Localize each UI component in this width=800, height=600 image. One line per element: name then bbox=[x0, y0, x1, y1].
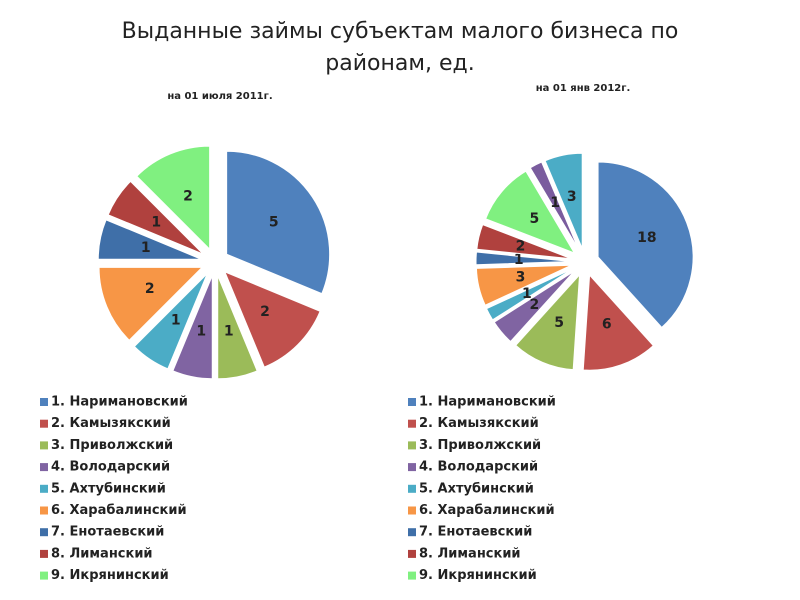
legend-label: 7. Енотаевский bbox=[419, 525, 532, 540]
legend-label: 2. Камызякский bbox=[419, 416, 539, 431]
chart-title: на 01 июля 2011г. bbox=[167, 91, 272, 102]
legend-label: 9. Икрянинский bbox=[419, 568, 537, 583]
legend-swatch bbox=[40, 528, 48, 537]
chart-title: на 01 янв 2012г. bbox=[536, 83, 631, 94]
pie-slice bbox=[485, 170, 576, 254]
legend-label: 6. Харабалинский bbox=[51, 503, 187, 518]
legend-label: 2. Камызякский bbox=[51, 416, 171, 431]
legend-swatch bbox=[40, 463, 48, 472]
legend-label: 9. Икрянинский bbox=[51, 568, 169, 583]
slice-label: 3 bbox=[516, 269, 526, 285]
pie-slice bbox=[98, 266, 204, 341]
slice-label: 5 bbox=[269, 215, 279, 231]
legend-swatch bbox=[408, 549, 416, 558]
slice-label: 1 bbox=[171, 313, 181, 329]
slice-label: 1 bbox=[151, 215, 161, 231]
pie-slice bbox=[475, 251, 572, 266]
legend-swatch bbox=[408, 506, 416, 515]
pie-slice bbox=[493, 270, 575, 343]
legend-swatch bbox=[40, 441, 48, 450]
legend-label: 3. Приволжский bbox=[51, 438, 173, 453]
pie-slice bbox=[136, 145, 211, 251]
legend-label: 5. Ахтубинский bbox=[51, 481, 166, 496]
legend-label: 1. Наримановский bbox=[419, 395, 556, 410]
legend-swatch bbox=[40, 571, 48, 580]
slice-label: 1 bbox=[141, 240, 151, 256]
pie-slice bbox=[172, 275, 213, 380]
legend-swatch bbox=[408, 419, 416, 428]
slice-label: 6 bbox=[602, 317, 612, 333]
legend-swatch bbox=[40, 506, 48, 515]
legend-label: 4. Володарский bbox=[51, 460, 170, 475]
legend-label: 6. Харабалинский bbox=[419, 503, 555, 518]
legend-label: 8. Лиманский bbox=[419, 546, 521, 561]
pie-slice bbox=[133, 273, 208, 370]
legend-label: 4. Володарский bbox=[419, 460, 538, 475]
slice-label: 1 bbox=[514, 252, 524, 268]
legend-label: 8. Лиманский bbox=[51, 546, 153, 561]
slice-label: 2 bbox=[183, 189, 193, 205]
slice-label: 1 bbox=[522, 286, 532, 302]
legend-label: 5. Ахтубинский bbox=[419, 481, 534, 496]
slice-label: 1 bbox=[224, 323, 234, 339]
slice-label: 2 bbox=[530, 297, 540, 313]
legend-label: 1. Наримановский bbox=[51, 395, 188, 410]
pie-slice bbox=[97, 219, 202, 260]
pie-slice bbox=[529, 161, 580, 250]
slice-label: 5 bbox=[530, 211, 540, 227]
legend-swatch bbox=[40, 549, 48, 558]
legend-swatch bbox=[408, 528, 416, 537]
pie-slice bbox=[223, 270, 321, 368]
legend-swatch bbox=[408, 398, 416, 406]
slide-title: Выданные займы субъектам малого бизнеса … bbox=[122, 19, 679, 76]
pie-slice bbox=[475, 264, 572, 306]
pie-slice bbox=[544, 152, 583, 249]
slice-label: 1 bbox=[550, 195, 560, 211]
legend-label: 3. Приволжский bbox=[419, 438, 541, 453]
slice-label: 2 bbox=[516, 239, 526, 255]
legend-swatch bbox=[408, 571, 416, 580]
pie-slice bbox=[582, 274, 655, 371]
legend-swatch bbox=[408, 463, 416, 472]
legend-swatch bbox=[40, 398, 48, 406]
legend-swatch bbox=[40, 419, 48, 428]
pie-slice bbox=[485, 268, 573, 321]
slice-label: 2 bbox=[145, 281, 155, 297]
pie-slice bbox=[476, 223, 572, 260]
pie-slice bbox=[107, 180, 204, 255]
legend-label: 7. Енотаевский bbox=[51, 525, 164, 540]
pie-slice bbox=[597, 161, 694, 329]
slice-label: 3 bbox=[567, 189, 577, 205]
slice-label: 1 bbox=[196, 323, 206, 339]
pie-slice bbox=[515, 273, 581, 371]
legend-swatch bbox=[408, 484, 416, 493]
legend-swatch bbox=[408, 441, 416, 450]
slice-label: 2 bbox=[260, 304, 270, 320]
slice-label: 18 bbox=[637, 230, 656, 246]
pie-slice bbox=[226, 150, 331, 295]
slice-label: 5 bbox=[554, 315, 564, 331]
pie-slice bbox=[217, 275, 258, 380]
legend-swatch bbox=[40, 484, 48, 493]
